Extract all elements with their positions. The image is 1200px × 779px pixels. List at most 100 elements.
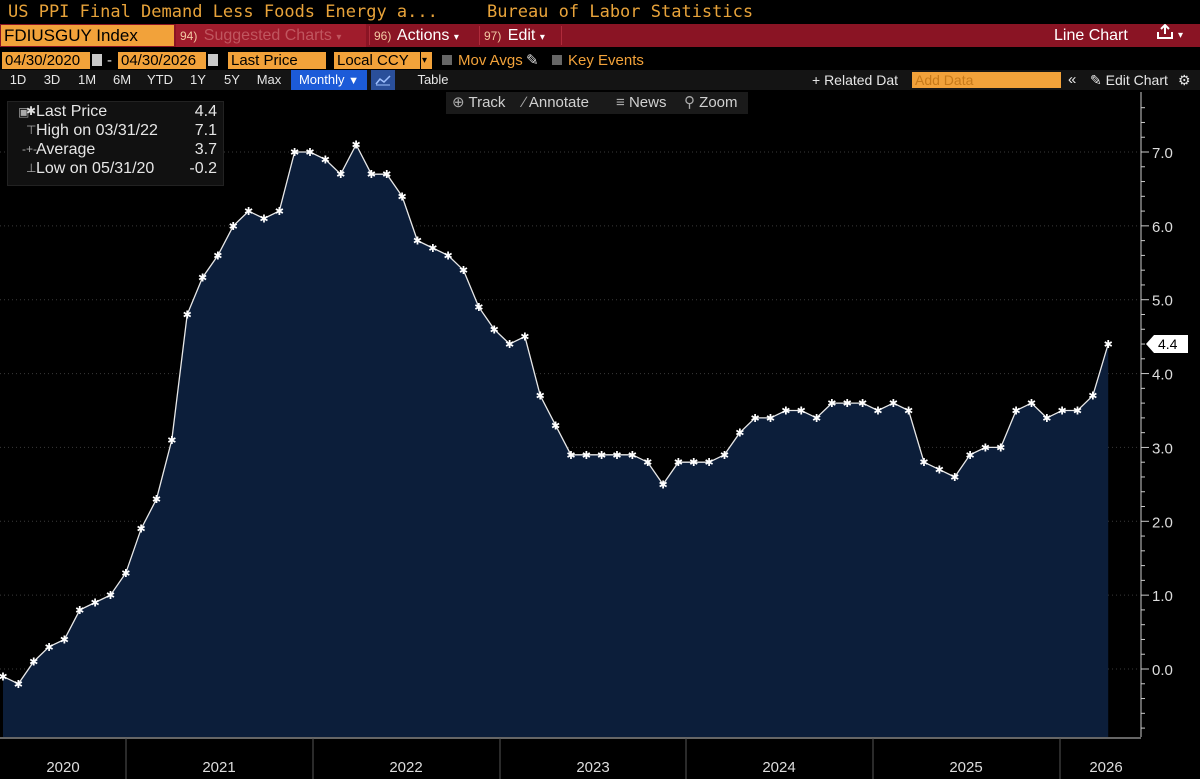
data-point-2023-03: ✱ bbox=[536, 391, 545, 403]
table-view-button[interactable]: Table bbox=[417, 72, 449, 87]
settings-gear-icon[interactable]: ⚙ bbox=[1178, 72, 1191, 88]
data-point-2026-03: ✱ bbox=[1088, 391, 1097, 403]
calendar-icon[interactable] bbox=[208, 54, 218, 66]
calendar-icon[interactable] bbox=[92, 54, 102, 66]
annotate-tool[interactable]: ∕ Annotate bbox=[523, 94, 589, 111]
data-point-2022-03: ✱ bbox=[351, 140, 360, 152]
data-point-2024-02: ✱ bbox=[704, 457, 713, 469]
start-date-field[interactable]: 04/30/2020 bbox=[2, 52, 90, 69]
collapse-icon[interactable]: « bbox=[1068, 71, 1077, 88]
news-tool[interactable]: ≡ News bbox=[616, 94, 667, 111]
data-point-2025-07: ✱ bbox=[965, 450, 974, 462]
zoom-tool[interactable]: ⚲ Zoom bbox=[684, 94, 738, 111]
currency-select[interactable]: Local CCY bbox=[334, 52, 420, 69]
data-point-2024-01: ✱ bbox=[689, 457, 698, 469]
track-tool[interactable]: ⊕ Track bbox=[452, 94, 506, 111]
range-bar: 1D 3D 1M 6M YTD 1Y 5Y Max Monthly ▼ Tabl… bbox=[0, 70, 1200, 90]
data-point-2022-08: ✱ bbox=[428, 243, 437, 255]
actions-button[interactable]: 96) Actions ▾ bbox=[374, 27, 459, 44]
pencil-icon[interactable]: ✎ bbox=[526, 52, 539, 69]
key-events-label: Key Events bbox=[568, 52, 644, 69]
data-point-2021-12: ✱ bbox=[305, 147, 314, 159]
data-point-2023-09: ✱ bbox=[628, 450, 637, 462]
range-3d[interactable]: 3D bbox=[43, 72, 61, 87]
crosshair-icon: ⊕ bbox=[452, 94, 465, 111]
data-point-2021-05: ✱ bbox=[198, 273, 207, 285]
average-line-icon: -+- bbox=[22, 142, 37, 156]
legend-last-label: Last Price bbox=[36, 103, 108, 120]
data-point-2026-01: ✱ bbox=[1058, 406, 1067, 418]
title-bar: US PPI Final Demand Less Foods Energy a.… bbox=[0, 0, 1200, 24]
pencil-icon: ✎ bbox=[1090, 72, 1102, 88]
chart-type-label[interactable]: Line Chart bbox=[1054, 27, 1128, 44]
data-point-2022-12: ✱ bbox=[490, 324, 499, 336]
data-point-2022-11: ✱ bbox=[474, 302, 483, 314]
star-marker-icon: ✱ bbox=[26, 104, 37, 118]
data-point-2025-08: ✱ bbox=[981, 442, 990, 454]
dropdown-arrow-icon[interactable]: ▾ bbox=[1178, 30, 1184, 41]
data-point-2025-01: ✱ bbox=[873, 406, 882, 418]
magnifier-icon: ⚲ bbox=[684, 94, 695, 111]
data-point-2026-04: ✱ bbox=[1104, 339, 1113, 351]
edit-button[interactable]: 97) Edit ▾ bbox=[484, 27, 545, 44]
low-marker-icon: ⊥ bbox=[26, 161, 37, 175]
frequency-select[interactable]: Monthly ▼ bbox=[291, 70, 367, 90]
key-events-checkbox[interactable] bbox=[552, 55, 562, 65]
y-tick-label-6: 6.0 bbox=[1152, 219, 1173, 236]
chart-legend[interactable]: ▣ ✱ Last Price 4.4 ⊤ High on 03/31/22 7.… bbox=[7, 101, 224, 186]
mov-avgs-checkbox[interactable] bbox=[442, 55, 452, 65]
data-point-2022-05: ✱ bbox=[382, 169, 391, 181]
range-1d[interactable]: 1D bbox=[9, 72, 27, 87]
data-point-2024-03: ✱ bbox=[720, 450, 729, 462]
range-ytd[interactable]: YTD bbox=[147, 72, 173, 87]
data-point-2020-12: ✱ bbox=[121, 568, 130, 580]
data-point-2020-10: ✱ bbox=[90, 598, 99, 610]
last-value-tag-text: 4.4 bbox=[1158, 336, 1178, 352]
x-tick-label-2020: 2020 bbox=[46, 759, 79, 776]
line-chart-icon[interactable] bbox=[371, 70, 395, 90]
data-point-2020-04: ✱ bbox=[0, 671, 8, 683]
data-point-2024-04: ✱ bbox=[735, 428, 744, 440]
data-point-2020-08: ✱ bbox=[60, 634, 69, 646]
suggested-charts-button[interactable]: 94) Suggested Charts ▾ bbox=[176, 24, 366, 47]
currency-dropdown-icon[interactable]: ▾ bbox=[421, 52, 432, 69]
legend-toggle-icon[interactable]: ▣ bbox=[18, 105, 30, 119]
data-point-2024-08: ✱ bbox=[797, 406, 806, 418]
related-data-button[interactable]: + Related Dat bbox=[812, 72, 898, 88]
data-point-2025-11: ✱ bbox=[1027, 398, 1036, 410]
legend-average-label: Average bbox=[36, 141, 96, 158]
dropdown-arrow-icon: ▾ bbox=[453, 32, 459, 43]
range-6m[interactable]: 6M bbox=[112, 72, 132, 87]
data-point-2024-06: ✱ bbox=[766, 413, 775, 425]
data-point-2022-04: ✱ bbox=[367, 169, 376, 181]
data-point-2023-06: ✱ bbox=[582, 450, 591, 462]
y-tick-label-4: 4.0 bbox=[1152, 367, 1173, 384]
x-tick-label-2021: 2021 bbox=[202, 759, 235, 776]
dropdown-arrow-icon: ▾ bbox=[539, 32, 545, 43]
high-marker-icon: ⊤ bbox=[26, 123, 37, 137]
price-line bbox=[2, 143, 1109, 685]
data-point-2023-07: ✱ bbox=[597, 450, 606, 462]
end-date-field[interactable]: 04/30/2026 bbox=[118, 52, 206, 69]
data-point-2023-01: ✱ bbox=[505, 339, 514, 351]
price-field-select[interactable]: Last Price bbox=[228, 52, 326, 69]
range-1m[interactable]: 1M bbox=[77, 72, 97, 87]
data-point-2020-09: ✱ bbox=[75, 605, 84, 617]
ticker-field[interactable]: FDIUSGUY Index bbox=[1, 25, 174, 46]
data-point-2024-12: ✱ bbox=[858, 398, 867, 410]
export-icon[interactable] bbox=[1156, 23, 1174, 47]
data-point-2022-02: ✱ bbox=[336, 169, 345, 181]
range-max[interactable]: Max bbox=[256, 72, 282, 87]
data-point-2023-10: ✱ bbox=[643, 457, 652, 469]
data-point-2022-06: ✱ bbox=[397, 191, 406, 203]
range-5y[interactable]: 5Y bbox=[224, 72, 240, 87]
data-point-2025-09: ✱ bbox=[996, 442, 1005, 454]
add-data-input[interactable]: Add Data bbox=[912, 72, 1061, 88]
data-point-2023-05: ✱ bbox=[566, 450, 575, 462]
range-1y[interactable]: 1Y bbox=[190, 72, 206, 87]
edit-chart-button[interactable]: ✎ Edit Chart bbox=[1090, 72, 1168, 88]
data-point-2025-10: ✱ bbox=[1011, 406, 1020, 418]
data-point-2020-11: ✱ bbox=[106, 590, 115, 602]
data-point-2024-05: ✱ bbox=[751, 413, 760, 425]
